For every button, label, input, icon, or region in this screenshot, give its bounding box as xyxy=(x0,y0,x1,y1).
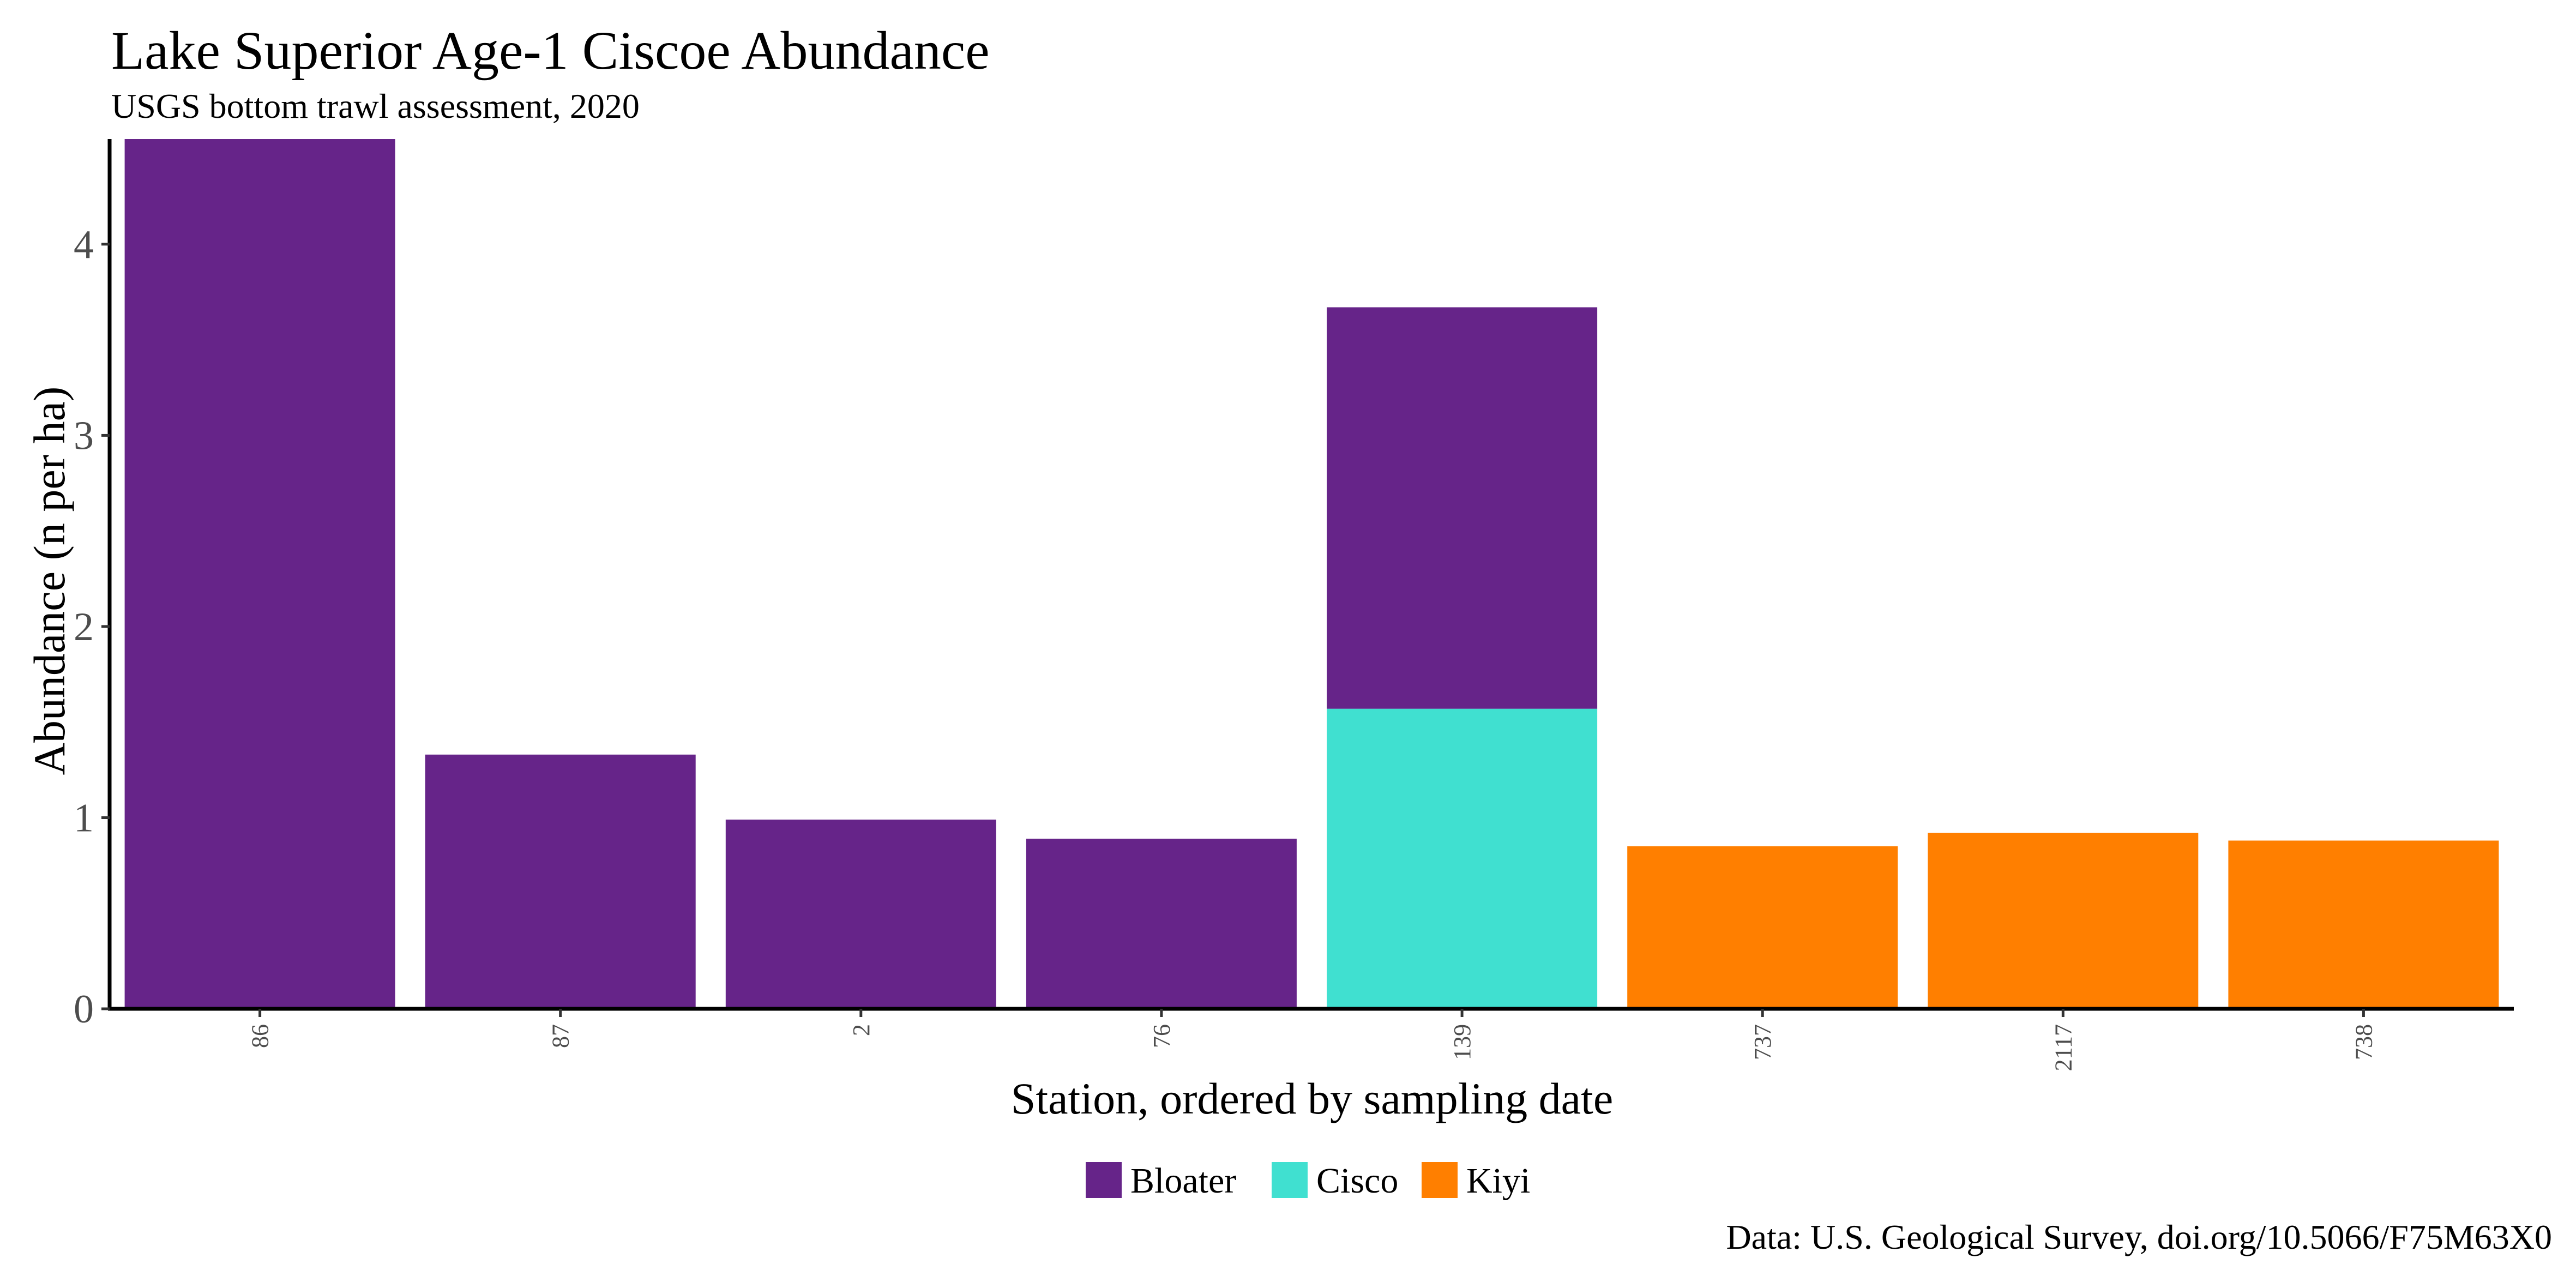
bar-bloater-station-86 xyxy=(124,139,395,1009)
y-tick-label-0: 0 xyxy=(74,987,94,1032)
chart-title: Lake Superior Age-1 Ciscoe Abundance xyxy=(111,20,990,81)
legend: Bloater Cisco Kiyi xyxy=(1086,1161,1530,1201)
legend-label-cisco: Cisco xyxy=(1316,1161,1398,1201)
x-axis-ticks: 86 87 2 76 139 737 2117 738 xyxy=(247,1009,2377,1071)
x-tick-label-86: 86 xyxy=(247,1024,274,1048)
y-tick-label-2: 2 xyxy=(74,605,94,649)
legend-label-bloater: Bloater xyxy=(1130,1161,1236,1201)
legend-key-cisco xyxy=(1272,1162,1308,1198)
y-axis-title: Abundance (n per ha) xyxy=(25,387,74,775)
x-tick-label-76: 76 xyxy=(1148,1024,1175,1048)
x-tick-label-2: 2 xyxy=(848,1024,875,1036)
x-tick-label-2117: 2117 xyxy=(2050,1024,2077,1071)
y-tick-label-3: 3 xyxy=(74,413,94,458)
x-tick-label-139: 139 xyxy=(1449,1024,1476,1060)
y-tick-label-1: 1 xyxy=(74,796,94,841)
bar-bloater-station-2 xyxy=(725,820,996,1009)
bar-bloater-station-87 xyxy=(425,754,696,1009)
legend-key-bloater xyxy=(1086,1162,1122,1198)
bar-kiyi-station-737 xyxy=(1627,846,1898,1009)
x-tick-label-738: 738 xyxy=(2350,1024,2377,1060)
chart-subtitle: USGS bottom trawl assessment, 2020 xyxy=(111,87,640,125)
bar-cisco-station-139 xyxy=(1327,708,1598,1009)
x-axis-title: Station, ordered by sampling date xyxy=(1011,1074,1613,1123)
bar-bloater-station-76 xyxy=(1026,839,1297,1009)
bar-kiyi-station-2117 xyxy=(1928,833,2199,1009)
bar-kiyi-station-738 xyxy=(2228,840,2499,1009)
y-tick-label-4: 4 xyxy=(74,222,94,267)
bar-bloater-station-139 xyxy=(1327,307,1598,709)
legend-key-kiyi xyxy=(1422,1162,1458,1198)
bars-layer xyxy=(124,139,2499,1009)
x-tick-label-87: 87 xyxy=(547,1024,574,1048)
y-axis-ticks: 0 1 2 3 4 xyxy=(74,222,110,1032)
legend-label-kiyi: Kiyi xyxy=(1466,1161,1530,1201)
caption: Data: U.S. Geological Survey, doi.org/10… xyxy=(1726,1218,2552,1256)
x-tick-label-737: 737 xyxy=(1749,1024,1776,1060)
